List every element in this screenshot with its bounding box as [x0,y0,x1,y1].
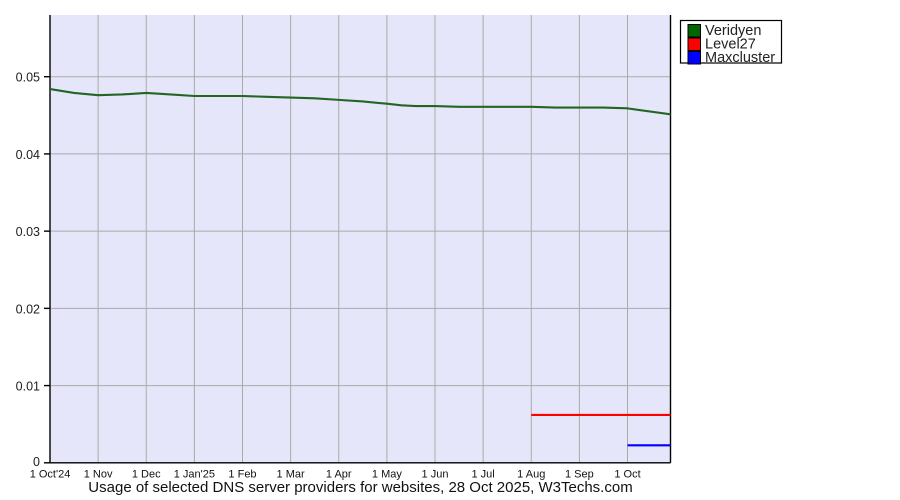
svg-text:0.02: 0.02 [16,302,40,316]
svg-text:Usage of selected DNS server p: Usage of selected DNS server providers f… [88,479,632,496]
svg-text:0.03: 0.03 [16,225,40,239]
svg-text:Maxcluster: Maxcluster [705,50,775,66]
svg-text:0: 0 [33,455,40,469]
svg-text:1 Oct'24: 1 Oct'24 [30,469,71,481]
svg-text:0.01: 0.01 [16,380,40,394]
svg-text:0.05: 0.05 [16,71,40,85]
svg-text:0.04: 0.04 [16,148,40,162]
